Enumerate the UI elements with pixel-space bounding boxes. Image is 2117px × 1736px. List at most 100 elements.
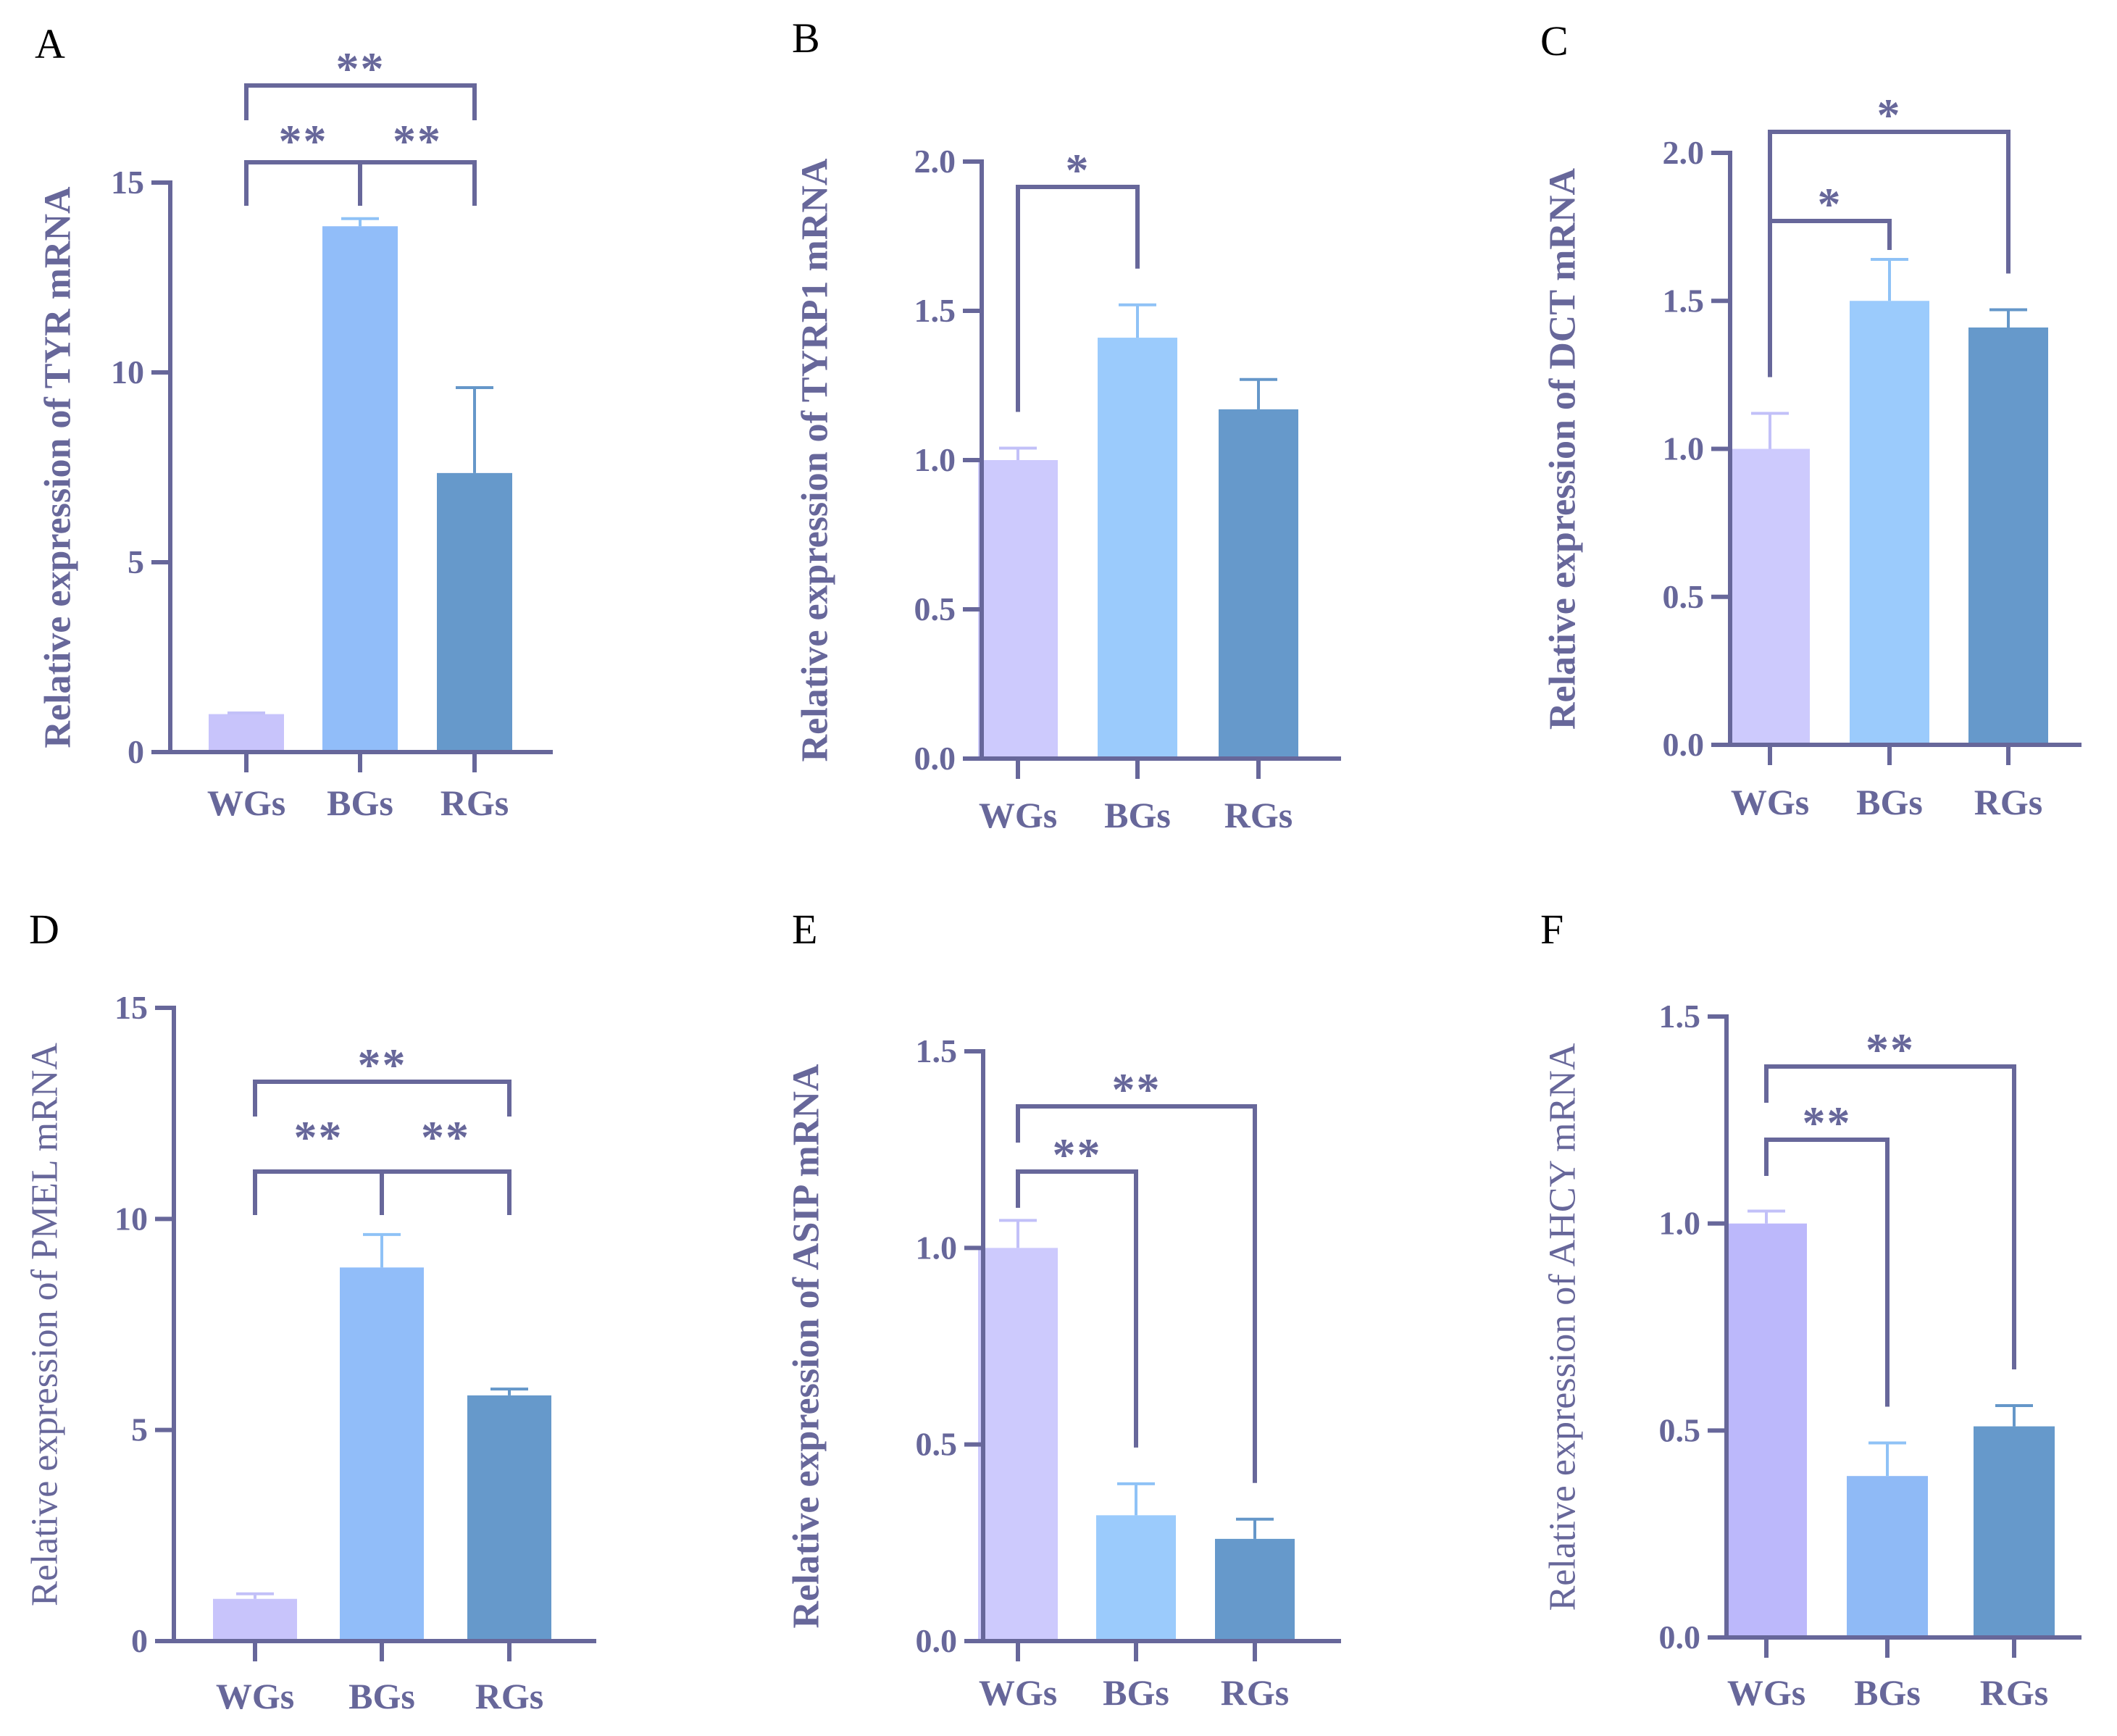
x-tick-label: WGs [207, 783, 285, 823]
axes [1724, 1014, 2081, 1640]
error-bar-wgs [236, 1592, 274, 1599]
x-tick-label: RGs [475, 1676, 543, 1716]
significance-label: ** [336, 43, 385, 94]
bar-bgs [1096, 1515, 1176, 1641]
significance-brackets [244, 83, 477, 206]
bar-wgs [1726, 1223, 1807, 1637]
y-tick-label: 5 [131, 1411, 148, 1448]
significance-label: ** [421, 1111, 470, 1163]
panel-letter: A [35, 20, 65, 67]
y-tick-label: 0.5 [914, 591, 956, 627]
x-tick-label: RGs [1224, 795, 1293, 835]
significance-brackets [1764, 1064, 2016, 1407]
bracket-line [1764, 1064, 2016, 1370]
y-axis-title: Relative expression of TYRP1 mRNA [795, 158, 836, 761]
y-tick-label: 2.0 [1663, 134, 1705, 171]
y-tick-label: 0.5 [1663, 578, 1705, 615]
significance-label: ** [1053, 1129, 1102, 1180]
y-tick-label: 1.5 [1663, 282, 1705, 319]
error-bar-bgs [341, 217, 379, 227]
x-tick-label: BGs [327, 783, 393, 823]
x-tick-label: WGs [979, 1672, 1057, 1713]
bar-wgs [213, 1598, 297, 1641]
error-bar-wgs [1751, 412, 1789, 449]
x-tick-label: RGs [1221, 1672, 1289, 1713]
error-bar-wgs [1748, 1209, 1785, 1224]
x-tick-label: WGs [979, 795, 1057, 835]
y-tick-label: 0.0 [1659, 1619, 1701, 1656]
bar-bgs [322, 226, 398, 752]
bar-bgs [1098, 338, 1177, 759]
panel-letter: D [29, 906, 59, 953]
error-bar-bgs [1871, 258, 1908, 301]
bar-rgs [1219, 409, 1298, 759]
bracket-line [1768, 130, 2010, 377]
bar-wgs [978, 1248, 1058, 1641]
panel-e: E 0.0 0.5 1.0 1.5 WGs BGs RGs Relative expressio… [786, 906, 1341, 1713]
y-tick-label: 1.5 [916, 1032, 958, 1069]
significance-label: * [1066, 144, 1090, 196]
x-tick-label: WGs [216, 1676, 294, 1716]
bar-rgs [437, 472, 512, 752]
panel-b: B 0.0 0.5 1.0 1.5 2.0 WGs BGs RGs Relative expres… [792, 14, 1341, 835]
significance-brackets [1016, 1104, 1257, 1483]
error-bar-rgs [490, 1387, 528, 1395]
y-tick-label: 0.0 [1663, 726, 1705, 763]
error-bar-wgs [999, 1219, 1037, 1248]
y-tick-label: 10 [111, 354, 144, 391]
y-axis-title: Relative expression of PMEL mRNA [25, 1043, 66, 1606]
y-axis-title: Relative expression of DCT mRNA [1542, 167, 1584, 730]
y-tick-label: 2.0 [914, 143, 956, 180]
y-tick-label: 1.0 [916, 1229, 958, 1266]
bar-bgs [340, 1267, 424, 1641]
error-bar-wgs [999, 446, 1037, 460]
error-bar-rgs [1236, 1517, 1274, 1539]
significance-label: ** [1112, 1064, 1161, 1115]
y-tick-label: 1.0 [1659, 1205, 1701, 1242]
bar-rgs [1968, 327, 2048, 745]
error-bar-bgs [1117, 1482, 1155, 1516]
bracket-line [1016, 185, 1140, 412]
significance-label: ** [358, 1039, 407, 1090]
bar-rgs [1974, 1426, 2055, 1637]
error-bar-bgs [1119, 303, 1156, 338]
significance-brackets [1016, 185, 1140, 412]
y-axis-title: Relative expression of AHCY mRNA [1542, 1043, 1584, 1611]
panel-f: F 0.0 0.5 1.0 1.5 WGs BGs RGs Relative expressio… [1540, 906, 2081, 1713]
significance-label: ** [393, 115, 442, 167]
bar-bgs [1847, 1476, 1928, 1637]
error-bar-wgs [227, 711, 265, 715]
y-tick-label: 15 [114, 989, 148, 1026]
x-tick-label: WGs [1727, 1672, 1805, 1713]
x-tick-label: RGs [1980, 1672, 2048, 1713]
panel-letter: F [1540, 906, 1563, 953]
error-bar-rgs [1240, 377, 1277, 409]
x-tick-label: BGs [1103, 1672, 1169, 1713]
error-bar-rgs [1989, 308, 2027, 328]
panel-letter: C [1540, 17, 1569, 64]
bar-rgs [467, 1395, 551, 1641]
y-tick-label: 0 [128, 733, 144, 770]
bar-wgs [978, 460, 1058, 759]
x-tick-label: RGs [440, 783, 509, 823]
error-bar-rgs [1995, 1404, 2033, 1427]
axes [981, 1049, 1341, 1643]
significance-label: ** [294, 1111, 343, 1163]
panel-letter: E [792, 906, 817, 953]
significance-label: ** [1803, 1097, 1852, 1148]
y-axis-title: Relative expression of TYR mRNA [38, 186, 79, 748]
y-tick-label: 10 [114, 1200, 148, 1237]
bracket-line [1016, 1104, 1257, 1483]
significance-label: ** [1866, 1024, 1915, 1075]
y-tick-label: 15 [111, 164, 144, 201]
error-bar-bgs [1868, 1441, 1906, 1477]
y-tick-label: 1.5 [914, 292, 956, 329]
error-bar-rgs [456, 385, 493, 473]
panel-letter: B [792, 14, 820, 62]
y-tick-label: 1.5 [1659, 998, 1701, 1035]
y-tick-label: 0.0 [914, 740, 956, 777]
x-tick-label: BGs [1104, 795, 1171, 835]
bracket-line [1764, 1138, 1890, 1407]
bracket-line [1016, 1169, 1138, 1448]
y-axis-title: Relative expression of ASIP mRNA [786, 1064, 827, 1628]
